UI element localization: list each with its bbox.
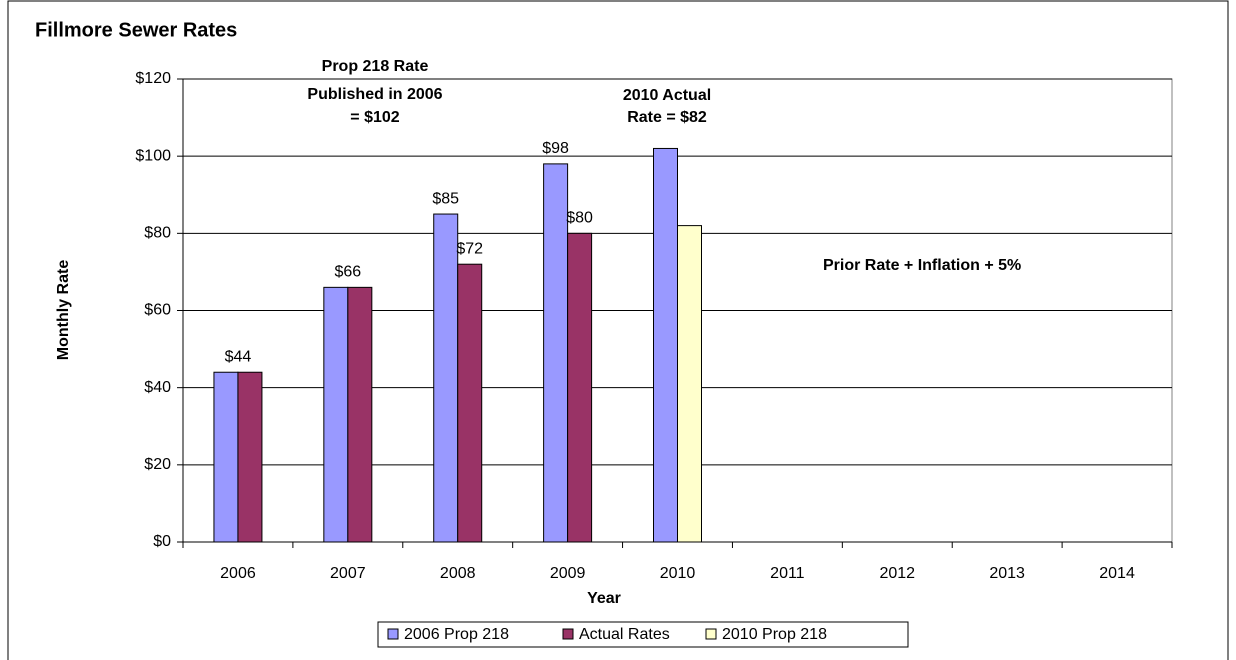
x-tick-label: 2014 — [1099, 565, 1135, 582]
bar — [213, 371, 239, 543]
data-label: $72 — [456, 240, 483, 257]
data-label: $44 — [225, 348, 252, 365]
x-tick-label: 2007 — [330, 565, 366, 582]
annotation: Prop 218 Rate — [322, 58, 429, 75]
annotation: Published in 2006 — [307, 86, 442, 103]
bar — [347, 286, 373, 543]
y-tick-label: $120 — [135, 70, 171, 87]
bar — [543, 163, 569, 543]
bar — [653, 147, 678, 543]
data-label: $98 — [542, 140, 569, 157]
bar — [457, 263, 483, 543]
bar — [323, 286, 349, 543]
data-label: $66 — [334, 264, 361, 281]
x-tick-label: 2013 — [989, 565, 1025, 582]
annotation: = $102 — [350, 109, 399, 126]
legend-box — [377, 621, 909, 648]
legend-label: Actual Rates — [579, 626, 670, 643]
x-tick-label: 2011 — [770, 565, 805, 582]
legend-swatch — [705, 628, 717, 640]
legend-swatch — [562, 628, 574, 640]
annotation: Prior Rate + Inflation + 5% — [823, 257, 1021, 274]
y-tick-label: $80 — [144, 225, 171, 242]
x-tick-label: 2009 — [550, 565, 586, 582]
annotation: 2010 Actual — [623, 87, 711, 104]
y-axis-label: Monthly Rate — [55, 260, 72, 361]
bar — [237, 371, 263, 543]
x-axis-label: Year — [587, 590, 621, 607]
x-tick-label: 2012 — [879, 565, 915, 582]
bar — [433, 213, 459, 543]
y-tick-label: $100 — [135, 147, 171, 164]
annotation: Rate = $82 — [627, 109, 707, 126]
bar — [567, 232, 593, 543]
x-tick-label: 2010 — [660, 565, 696, 582]
legend-label: 2006 Prop 218 — [404, 626, 509, 643]
x-tick-label: 2008 — [440, 565, 476, 582]
data-label: $80 — [566, 210, 593, 227]
y-tick-label: $20 — [144, 456, 171, 473]
y-tick-label: $0 — [153, 533, 171, 550]
legend-label: 2010 Prop 218 — [722, 626, 827, 643]
y-tick-label: $40 — [144, 379, 171, 396]
y-tick-label: $60 — [144, 302, 171, 319]
chart-title: Fillmore Sewer Rates — [35, 19, 237, 41]
legend-swatch — [387, 628, 399, 640]
data-label: $85 — [432, 190, 459, 207]
x-tick-label: 2006 — [220, 565, 256, 582]
bar — [677, 225, 702, 543]
